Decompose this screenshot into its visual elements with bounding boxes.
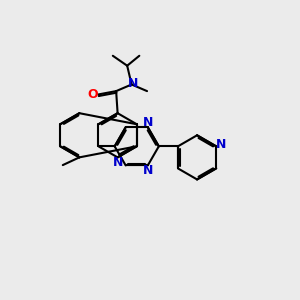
- Text: N: N: [112, 156, 123, 169]
- Text: N: N: [143, 116, 154, 129]
- Text: N: N: [128, 76, 138, 89]
- Text: O: O: [88, 88, 98, 101]
- Text: N: N: [216, 138, 227, 151]
- Text: N: N: [143, 164, 154, 177]
